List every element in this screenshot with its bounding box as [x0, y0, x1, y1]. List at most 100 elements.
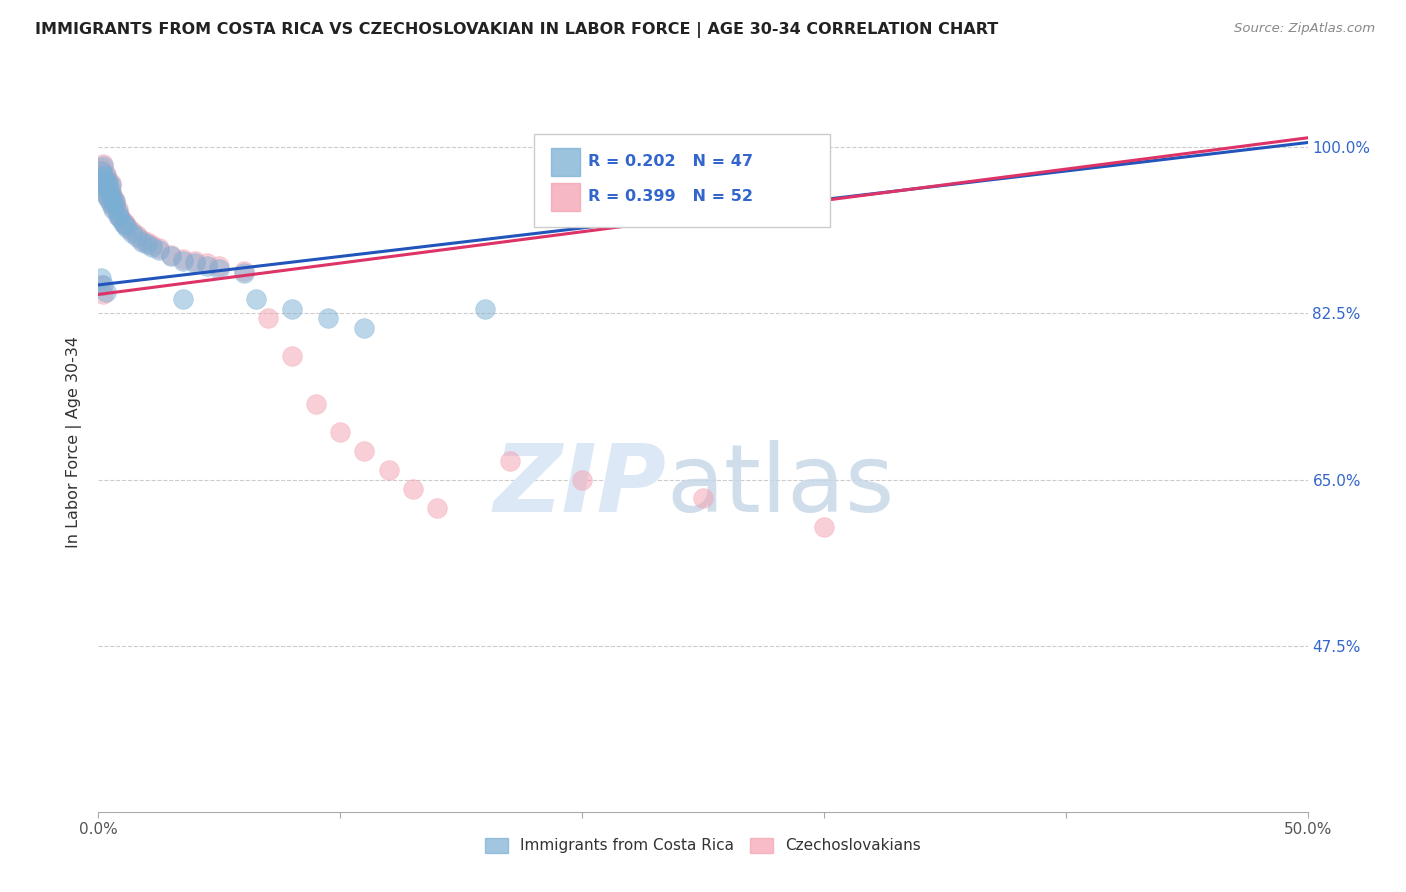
Point	[97, 189, 120, 203]
Point	[97, 178, 120, 193]
Point	[100, 187, 122, 202]
Point	[256, 311, 278, 326]
Point	[111, 214, 134, 228]
Point	[100, 195, 122, 210]
Point	[94, 170, 117, 185]
Point	[232, 266, 254, 280]
Point	[426, 500, 449, 515]
Point	[121, 226, 143, 240]
Point	[100, 177, 122, 191]
Point	[232, 263, 254, 277]
Point	[184, 254, 207, 268]
Point	[101, 200, 124, 214]
Point	[141, 240, 163, 254]
Point	[114, 218, 136, 232]
Point	[305, 396, 328, 410]
Point	[104, 197, 127, 211]
Point	[108, 211, 131, 226]
Point	[160, 247, 183, 261]
Point	[91, 169, 114, 183]
Point	[91, 178, 114, 193]
Point	[329, 425, 352, 439]
Point	[100, 178, 122, 193]
Point	[117, 221, 139, 235]
Point	[353, 320, 375, 334]
Point	[94, 187, 117, 202]
Point	[195, 259, 218, 273]
Point	[813, 520, 835, 534]
Point	[195, 256, 218, 270]
Point	[108, 210, 131, 224]
Point	[208, 261, 231, 276]
Point	[97, 174, 120, 188]
FancyBboxPatch shape	[551, 148, 579, 176]
Point	[114, 216, 136, 230]
Point	[90, 170, 112, 185]
Point	[172, 254, 194, 268]
Point	[101, 191, 124, 205]
Point	[97, 193, 120, 207]
Point	[135, 235, 157, 250]
Point	[91, 177, 114, 191]
Point	[402, 482, 425, 496]
Point	[571, 473, 593, 487]
Point	[91, 167, 114, 181]
Point	[135, 237, 157, 252]
Point	[107, 204, 129, 219]
Point	[172, 252, 194, 267]
Point	[90, 161, 112, 176]
Point	[91, 287, 114, 301]
Point	[101, 202, 124, 216]
Point	[90, 164, 112, 178]
FancyBboxPatch shape	[534, 135, 830, 227]
Point	[107, 207, 129, 221]
Point	[131, 233, 153, 247]
Point	[172, 292, 194, 306]
Text: atlas: atlas	[666, 440, 896, 532]
Point	[107, 209, 129, 223]
Point	[94, 285, 117, 299]
Point	[127, 230, 149, 244]
Text: R = 0.202   N = 47: R = 0.202 N = 47	[588, 154, 754, 169]
Point	[91, 159, 114, 173]
Point	[245, 292, 267, 306]
Point	[104, 195, 127, 210]
Point	[127, 227, 149, 242]
Legend: Immigrants from Costa Rica, Czechoslovakians: Immigrants from Costa Rica, Czechoslovak…	[479, 831, 927, 860]
Point	[100, 184, 122, 198]
Point	[281, 349, 304, 363]
Text: IMMIGRANTS FROM COSTA RICA VS CZECHOSLOVAKIAN IN LABOR FORCE | AGE 30-34 CORRELA: IMMIGRANTS FROM COSTA RICA VS CZECHOSLOV…	[35, 22, 998, 38]
FancyBboxPatch shape	[551, 183, 579, 211]
Point	[91, 157, 114, 171]
Point	[692, 491, 714, 506]
Point	[94, 167, 117, 181]
Point	[474, 301, 496, 316]
Point	[107, 202, 129, 216]
Point	[97, 180, 120, 194]
Point	[100, 189, 122, 203]
Point	[281, 301, 304, 316]
Point	[117, 219, 139, 233]
Point	[90, 277, 112, 292]
Point	[160, 250, 183, 264]
Point	[100, 186, 122, 200]
Point	[90, 173, 112, 187]
Point	[104, 199, 127, 213]
Point	[141, 238, 163, 252]
Point	[148, 243, 170, 257]
Point	[131, 235, 153, 250]
Point	[94, 180, 117, 194]
Point	[91, 277, 114, 292]
Text: ZIP: ZIP	[494, 440, 666, 532]
Point	[208, 259, 231, 273]
Point	[94, 169, 117, 183]
Y-axis label: In Labor Force | Age 30-34: In Labor Force | Age 30-34	[66, 335, 83, 548]
Point	[97, 177, 120, 191]
Point	[148, 241, 170, 255]
Point	[90, 271, 112, 285]
Point	[101, 193, 124, 207]
Point	[94, 173, 117, 187]
Point	[94, 186, 117, 200]
Text: Source: ZipAtlas.com: Source: ZipAtlas.com	[1234, 22, 1375, 36]
Point	[184, 256, 207, 270]
